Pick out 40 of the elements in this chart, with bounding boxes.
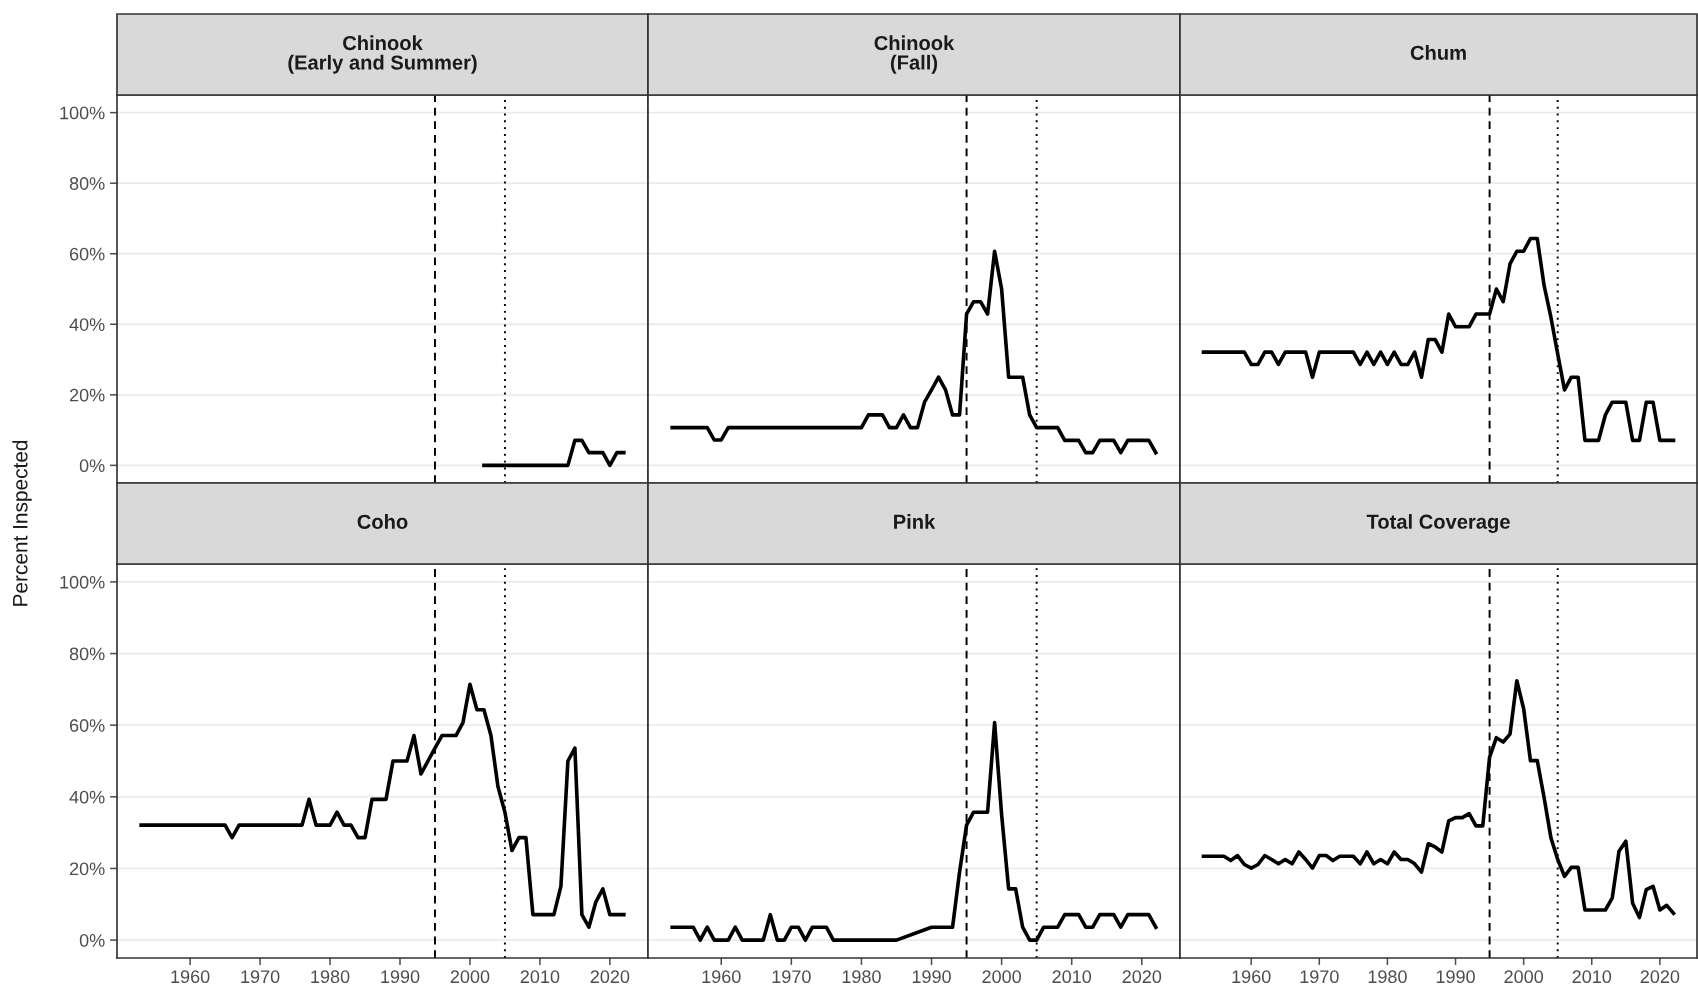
y-tick-label: 0% (79, 934, 105, 947)
chart-title: Chinook (Fall) (874, 35, 955, 74)
chart-title: Chinook (Early and Summer) (288, 35, 477, 74)
x-tick-label: 2000 (982, 970, 1021, 984)
x-tick-label: 1970 (772, 970, 811, 984)
x-tick-label: 2010 (1052, 970, 1092, 984)
x-tick-label: 1990 (912, 970, 951, 984)
y-tick-label: 20% (69, 388, 105, 402)
x-tick-label: 1980 (842, 970, 881, 984)
y-tick-label: 40% (69, 318, 105, 331)
x-tick-label: 1970 (241, 970, 280, 984)
x-tick-label: 1980 (1368, 970, 1407, 984)
x-tick-label: 2020 (590, 970, 630, 984)
x-tick-label: 2000 (450, 970, 490, 984)
x-tick-label: 1970 (1300, 970, 1339, 984)
x-tick-label: 2010 (520, 970, 560, 984)
x-tick-label: 1990 (1436, 970, 1475, 984)
y-tick-label: 40% (69, 790, 105, 804)
y-tick-label: 60% (69, 247, 105, 261)
y-tick-label: 100% (60, 575, 105, 589)
y-tick-label: 80% (69, 177, 105, 190)
y-tick-label: 60% (69, 719, 105, 732)
x-tick-label: 2000 (1504, 970, 1544, 984)
y-tick-label: 0% (79, 459, 105, 473)
x-tick-label: 1990 (381, 970, 420, 984)
y-tick-label: 80% (69, 647, 105, 661)
y-tick-label: 100% (60, 106, 105, 120)
x-tick-label: 2020 (1122, 970, 1162, 984)
x-tick-label: 1960 (171, 970, 210, 984)
y-tick-label: 20% (69, 862, 105, 876)
x-tick-label: 1980 (311, 970, 350, 984)
chart-title: Chum (1410, 45, 1466, 60)
y-axis-title: Percent Inspected (12, 440, 32, 606)
x-tick-label: 1960 (1232, 970, 1271, 984)
x-tick-label: 2020 (1640, 970, 1680, 984)
chart-title: Pink (894, 514, 936, 529)
chart-title: Coho (357, 514, 408, 529)
x-tick-label: 1960 (702, 970, 741, 984)
x-tick-label: 2010 (1572, 970, 1612, 984)
chart-title: Total Coverage (1366, 514, 1510, 533)
